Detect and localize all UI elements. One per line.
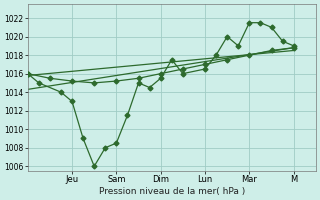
X-axis label: Pression niveau de la mer( hPa ): Pression niveau de la mer( hPa ) <box>99 187 245 196</box>
